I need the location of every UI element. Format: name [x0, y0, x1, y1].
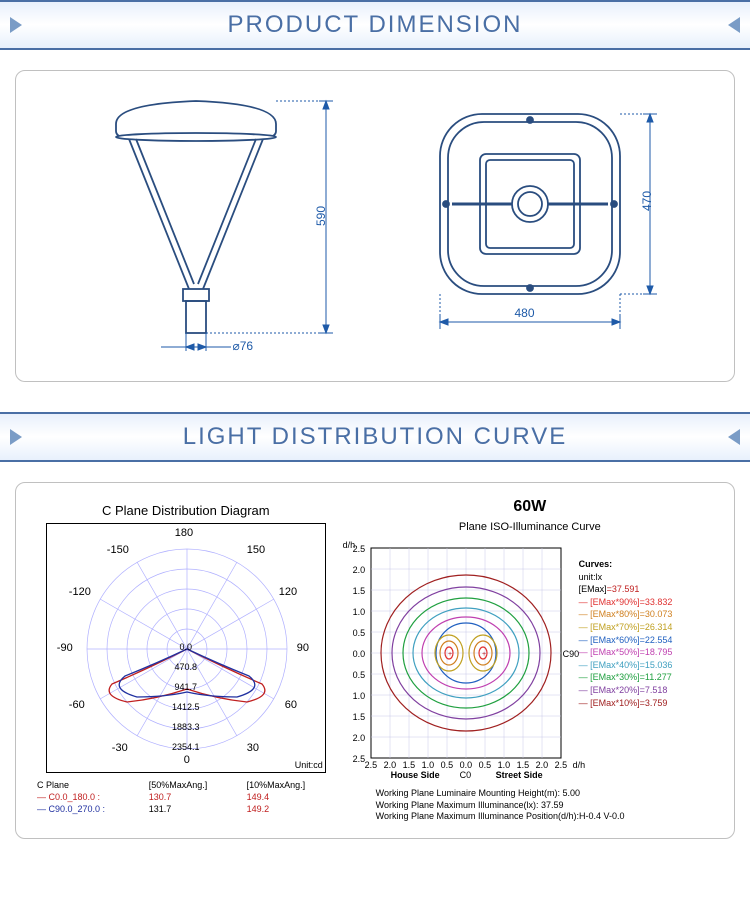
distribution-panel: C Plane Distribution Diagram: [15, 482, 735, 839]
polar-legend: C Plane [50%MaxAng.] [10%MaxAng.] — C0.0…: [31, 778, 341, 816]
svg-text:+: +: [448, 651, 452, 658]
iso-legend-item: — [EMax*50%]=18.795: [579, 646, 673, 659]
section-title: LIGHT DISTRIBUTION CURVE: [183, 423, 568, 451]
iso-legend: Curves: unit:lx [EMax]=37.591 — [EMax*90…: [579, 558, 673, 709]
iso-legend-item: — [EMax*70%]=26.314: [579, 621, 673, 634]
iso-legend-item: — [EMax*80%]=30.073: [579, 608, 673, 621]
iso-legend-item: — [EMax*40%]=15.036: [579, 659, 673, 672]
dim-height: 590: [314, 205, 328, 225]
wattage: 60W: [341, 498, 719, 516]
dim-depth: 470: [640, 190, 654, 210]
svg-text:+: +: [482, 651, 486, 658]
section-title: PRODUCT DIMENSION: [228, 11, 523, 39]
polar-title: C Plane Distribution Diagram: [31, 503, 341, 518]
section-header-distribution: LIGHT DISTRIBUTION CURVE: [0, 412, 750, 462]
iso-chart: 60W Plane ISO-Illuminance Curve: [341, 498, 719, 823]
iso-legend-item: — [EMax*90%]=33.832: [579, 596, 673, 609]
iso-legend-item: — [EMax*20%]=7.518: [579, 684, 673, 697]
dimension-side-view: 590 ⌀76: [61, 89, 351, 364]
iso-title: Plane ISO-Illuminance Curve: [341, 521, 719, 533]
iso-legend-item: — [EMax*30%]=11.277: [579, 671, 673, 684]
working-plane-info: Working Plane Luminaire Mounting Height(…: [376, 788, 719, 823]
dim-width: 480: [515, 306, 535, 320]
dimension-top-view: 470 480: [410, 94, 690, 359]
dim-base: ⌀76: [233, 339, 254, 353]
iso-legend-item: — [EMax*60%]=22.554: [579, 634, 673, 647]
dimension-panel: 590 ⌀76: [15, 70, 735, 382]
polar-chart: C Plane Distribution Diagram: [31, 498, 341, 816]
section-header-dimension: PRODUCT DIMENSION: [0, 0, 750, 50]
iso-legend-item: — [EMax*10%]=3.759: [579, 697, 673, 710]
